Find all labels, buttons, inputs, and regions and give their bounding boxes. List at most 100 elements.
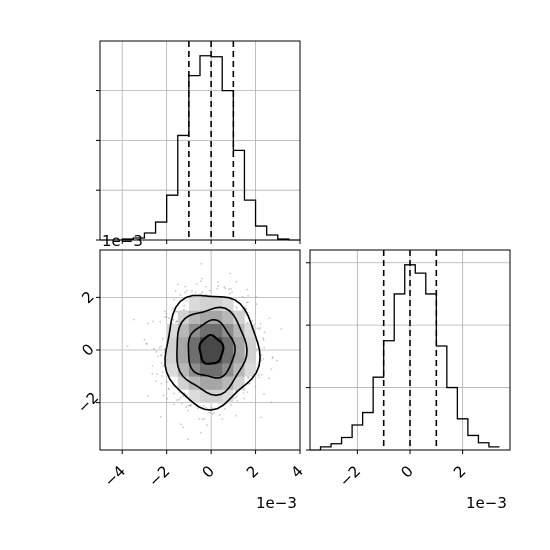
scatter-point: [260, 354, 263, 357]
joint-x-offset-label: 1e−3: [256, 494, 297, 512]
scatter-point: [182, 395, 185, 398]
scatter-point: [161, 371, 164, 374]
scatter-point: [280, 328, 283, 330]
scatter-point: [200, 293, 203, 296]
scatter-point: [152, 320, 154, 323]
scatter-point: [221, 402, 224, 405]
density-cell: [211, 389, 223, 403]
scatter-point: [245, 308, 248, 310]
scatter-point: [247, 301, 249, 304]
density-cell: [166, 336, 179, 351]
scatter-point: [271, 356, 274, 359]
scatter-point: [199, 280, 202, 283]
scatter-point: [205, 293, 207, 296]
scatter-point: [156, 373, 158, 376]
scatter-point: [172, 318, 175, 321]
scatter-point: [216, 287, 219, 290]
scatter-point: [174, 290, 177, 292]
scatter-point: [200, 431, 202, 434]
density-cell: [188, 389, 201, 403]
scatter-point: [224, 287, 227, 290]
scatter-point: [165, 312, 168, 315]
right-histogram-step: [310, 264, 500, 451]
scatter-point: [184, 291, 186, 294]
scatter-point: [263, 331, 266, 334]
scatter-point: [211, 412, 214, 415]
density-cell: [233, 310, 245, 324]
scatter-point: [276, 359, 278, 362]
scatter-point: [185, 290, 188, 292]
scatter-point: [179, 294, 182, 297]
scatter-point: [208, 411, 210, 414]
scatter-point: [162, 365, 165, 367]
scatter-point: [174, 310, 177, 313]
scatter-point: [254, 385, 257, 388]
scatter-point: [247, 294, 250, 297]
scatter-point: [247, 376, 250, 379]
scatter-point: [262, 337, 265, 340]
scatter-point: [160, 354, 163, 356]
scatter-point: [255, 303, 258, 306]
scatter-point: [235, 280, 238, 283]
scatter-point: [176, 320, 178, 323]
scatter-point: [251, 319, 254, 322]
density-cell: [177, 336, 190, 351]
scatter-point: [201, 291, 204, 293]
scatter-point: [259, 326, 262, 329]
scatter-point: [186, 299, 188, 302]
contour-level: [198, 333, 225, 365]
scatter-point: [268, 317, 271, 320]
density-cell: [188, 336, 201, 351]
scatter-point: [256, 348, 258, 351]
scatter-point: [183, 304, 186, 307]
scatter-point: [191, 289, 193, 292]
scatter-point: [203, 418, 206, 420]
scatter-point: [270, 368, 273, 371]
right-histogram: [310, 264, 500, 451]
scatter-point: [167, 387, 170, 390]
scatter-point: [257, 376, 260, 379]
scatter-point: [159, 415, 162, 418]
scatter-point: [235, 395, 238, 398]
density-cell: [200, 336, 212, 351]
scatter-point: [160, 375, 163, 377]
density-cell: [244, 363, 256, 377]
scatter-point: [218, 414, 221, 416]
contour-level: [164, 294, 261, 411]
top-histogram-step: [100, 55, 300, 241]
scatter-point: [248, 382, 251, 385]
scatter-point: [176, 320, 178, 323]
density-cell: [222, 310, 234, 324]
scatter-point: [246, 391, 249, 394]
density-cell: [233, 323, 245, 338]
scatter-point: [190, 404, 192, 407]
density-cell: [222, 297, 234, 311]
scatter-point: [230, 403, 233, 406]
scatter-point: [151, 364, 154, 367]
scatter-point: [168, 317, 170, 320]
scatter-point: [247, 376, 250, 379]
scatter-point: [243, 389, 245, 392]
scatter-point: [223, 286, 226, 289]
scatter-point: [260, 416, 262, 419]
scatter-point: [160, 345, 163, 348]
scatter-point: [186, 394, 189, 396]
contours: [164, 294, 261, 411]
density-cell: [222, 323, 234, 338]
scatter-point: [255, 295, 257, 298]
scatter-point: [175, 310, 178, 313]
scatter-point: [132, 318, 135, 321]
scatter-point: [187, 409, 190, 412]
scatter-point: [179, 423, 182, 426]
density-cell: [211, 297, 223, 311]
contour-level: [176, 306, 248, 397]
scatter-point: [262, 338, 265, 341]
density-cell: [222, 350, 234, 364]
density-cell: [211, 376, 223, 390]
scatter-point: [175, 399, 178, 402]
scatter-point: [243, 397, 246, 400]
density-cell: [200, 350, 212, 364]
scatter-point: [268, 377, 270, 380]
